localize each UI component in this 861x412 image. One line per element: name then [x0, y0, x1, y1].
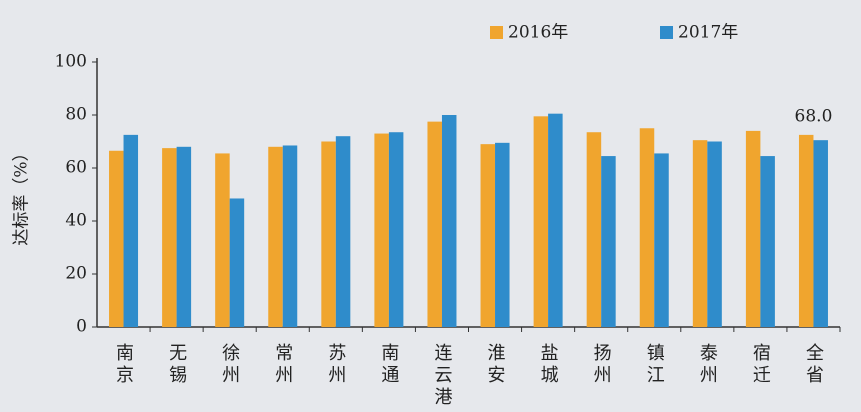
bar [388, 132, 404, 327]
bar [639, 128, 655, 327]
bar [123, 134, 139, 327]
bar [215, 153, 230, 327]
y-tick-label: 20 [65, 264, 87, 284]
bar [707, 141, 722, 327]
x-tick-label: 南通 [378, 343, 399, 387]
legend-label: 2017年 [678, 23, 738, 43]
x-tick-label: 扬州 [591, 343, 612, 387]
legend-label: 2016年 [508, 23, 568, 43]
bar [282, 145, 298, 327]
x-tick-label: 徐州 [219, 343, 240, 387]
bar [586, 132, 602, 327]
bar [760, 156, 775, 327]
y-tick-label: 40 [65, 211, 87, 231]
bar [109, 150, 124, 327]
bar [229, 198, 245, 327]
bar [548, 113, 563, 327]
x-tick-label: 无锡 [166, 343, 187, 387]
x-tick-label: 苏州 [325, 343, 346, 387]
bar [654, 153, 669, 327]
bar [480, 144, 496, 327]
bar [798, 134, 814, 327]
bar [374, 133, 389, 327]
y-tick-label: 80 [65, 105, 87, 125]
annotation: 68.0 [795, 106, 833, 126]
bar [268, 146, 283, 327]
x-tick-label: 镇江 [644, 343, 665, 387]
legend-swatch [490, 26, 503, 39]
x-tick-label: 连云港 [431, 343, 452, 409]
y-tick-label: 100 [55, 52, 87, 72]
bar [335, 136, 351, 327]
x-tick-label: 宿迁 [750, 343, 771, 387]
bar [427, 121, 442, 327]
x-tick-label: 淮安 [485, 343, 506, 387]
bar [441, 115, 457, 327]
x-tick-label: 南京 [113, 343, 134, 387]
bar [321, 141, 336, 327]
bar [176, 146, 192, 327]
bar [533, 116, 549, 327]
x-tick-label: 泰州 [697, 343, 718, 387]
x-tick-label: 全省 [803, 343, 824, 387]
y-tick-label: 60 [65, 158, 87, 178]
bar [495, 142, 510, 327]
bar [813, 140, 828, 327]
legend-swatch [660, 26, 673, 39]
bar [745, 130, 761, 327]
bar [601, 156, 616, 327]
y-axis-label: 达标率（%） [12, 144, 32, 245]
bar [162, 148, 177, 327]
x-tick-label: 常州 [272, 343, 293, 387]
x-tick-label: 盐城 [538, 343, 559, 387]
bar [692, 140, 708, 327]
y-tick-label: 0 [76, 317, 87, 337]
